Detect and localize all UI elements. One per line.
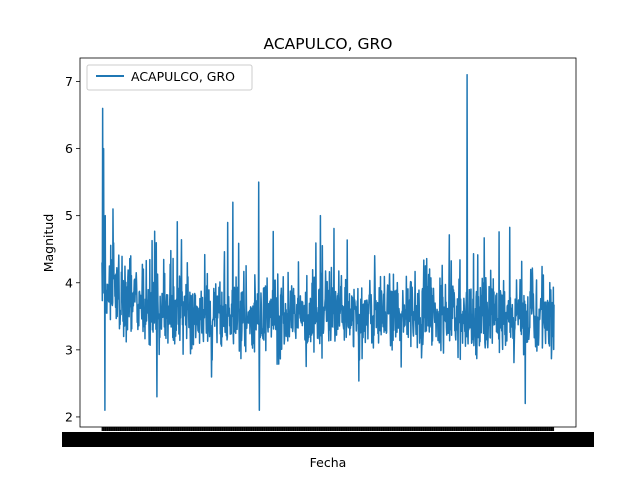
plot-frame xyxy=(79,57,577,428)
y-tick-label: 6 xyxy=(65,141,73,156)
legend-label: ACAPULCO, GRO xyxy=(131,69,235,84)
y-axis-label: Magnitud xyxy=(41,214,56,273)
x-axis-label: Fecha xyxy=(310,455,347,470)
legend-box xyxy=(86,64,253,91)
y-tick-label: 4 xyxy=(65,275,73,290)
chart-title: ACAPULCO, GRO xyxy=(264,35,393,53)
x-tick-label-band xyxy=(62,432,594,447)
x-tick-marks xyxy=(101,427,555,431)
series-line-acapulco xyxy=(101,74,555,411)
legend: ACAPULCO, GRO xyxy=(86,64,253,91)
y-tick-label: 3 xyxy=(65,342,73,357)
tick-layer: 2 3 4 5 6 7 xyxy=(62,74,594,447)
y-tick-label: 2 xyxy=(65,409,73,424)
y-tick-label: 7 xyxy=(65,74,73,89)
y-tick-label: 5 xyxy=(65,208,73,223)
series-layer xyxy=(101,74,555,411)
plot-area xyxy=(80,58,576,427)
